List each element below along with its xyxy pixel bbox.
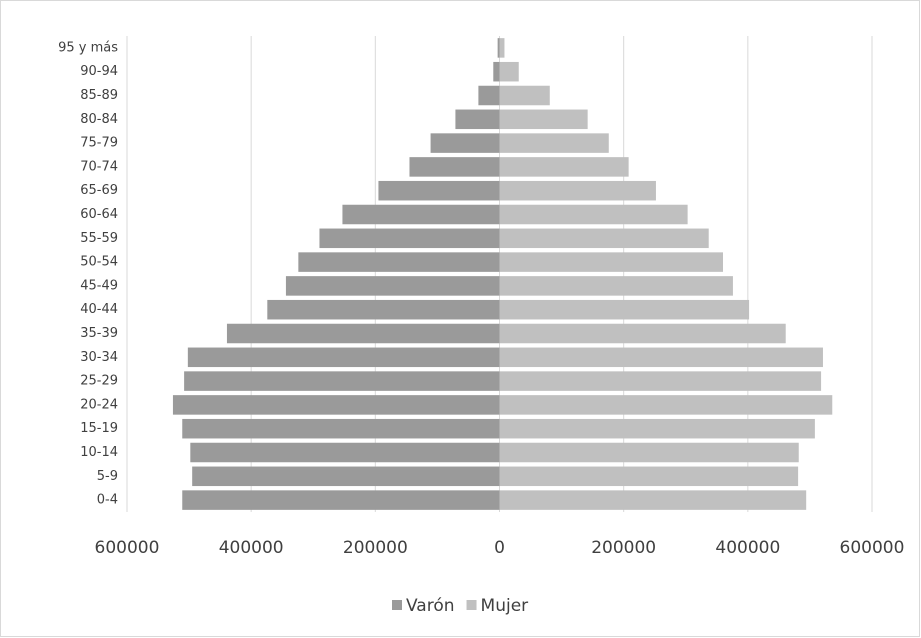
bar — [499, 490, 807, 510]
x-tick-label: 200000 — [343, 538, 408, 558]
bar — [478, 85, 500, 106]
bar — [499, 323, 786, 344]
legend-label: Varón — [406, 596, 455, 616]
y-tick-label: 85-89 — [80, 88, 118, 103]
bar — [499, 252, 723, 272]
bar — [499, 299, 750, 320]
bar — [455, 109, 500, 130]
bar — [499, 276, 733, 296]
y-tick-label: 75-79 — [80, 136, 118, 151]
bar — [184, 371, 500, 391]
y-tick-label: 35-39 — [80, 326, 118, 341]
y-tick-label: 10-14 — [80, 445, 118, 460]
y-tick-label: 0-4 — [97, 493, 118, 508]
bar — [192, 466, 500, 487]
bar — [499, 133, 609, 153]
bar — [499, 157, 629, 177]
x-tick-label: 600000 — [95, 538, 160, 558]
bar — [226, 323, 500, 344]
x-tick-label: 0 — [494, 538, 505, 558]
bar — [499, 204, 688, 225]
y-tick-label: 60-64 — [80, 207, 118, 222]
bar — [187, 347, 500, 368]
legend-swatch — [392, 600, 402, 610]
bar — [298, 252, 500, 272]
bar — [499, 180, 656, 201]
bar — [497, 38, 500, 58]
y-tick-label: 45-49 — [80, 278, 118, 293]
y-tick-label: 15-19 — [80, 421, 118, 436]
bar — [182, 418, 500, 439]
y-tick-label: 30-34 — [80, 350, 118, 365]
bar — [378, 180, 500, 201]
y-tick-label: 20-24 — [80, 397, 118, 412]
x-tick-label: 400000 — [715, 538, 780, 558]
legend-label: Mujer — [481, 596, 529, 616]
y-tick-label: 65-69 — [80, 183, 118, 198]
y-tick-label: 70-74 — [80, 159, 118, 174]
bar — [499, 442, 799, 463]
bar — [499, 371, 822, 391]
bar — [499, 466, 799, 487]
bar — [499, 418, 815, 439]
x-tick-label: 200000 — [591, 538, 656, 558]
bar — [499, 395, 833, 415]
y-tick-label: 55-59 — [80, 231, 118, 246]
bar — [499, 38, 505, 58]
bar — [285, 276, 500, 296]
y-tick-label: 95 y más — [58, 40, 118, 55]
bar — [499, 85, 550, 106]
bar — [319, 228, 500, 249]
y-tick-label: 50-54 — [80, 255, 118, 270]
y-tick-label: 40-44 — [80, 302, 118, 317]
bar — [499, 347, 823, 368]
x-tick-label: 400000 — [219, 538, 284, 558]
bar — [430, 133, 500, 153]
bar — [493, 61, 500, 82]
bar — [499, 228, 709, 249]
bar — [499, 109, 588, 130]
x-tick-label: 600000 — [840, 538, 905, 558]
y-tick-label: 80-84 — [80, 112, 118, 127]
bar — [190, 442, 500, 463]
y-tick-label: 25-29 — [80, 374, 118, 389]
bar — [267, 299, 500, 320]
y-tick-label: 90-94 — [80, 64, 118, 79]
bar — [499, 61, 519, 82]
bar — [182, 490, 500, 510]
bar — [172, 395, 500, 415]
y-tick-label: 5-9 — [97, 469, 118, 484]
bar — [409, 157, 500, 177]
bar — [342, 204, 500, 225]
legend-swatch — [466, 600, 477, 610]
